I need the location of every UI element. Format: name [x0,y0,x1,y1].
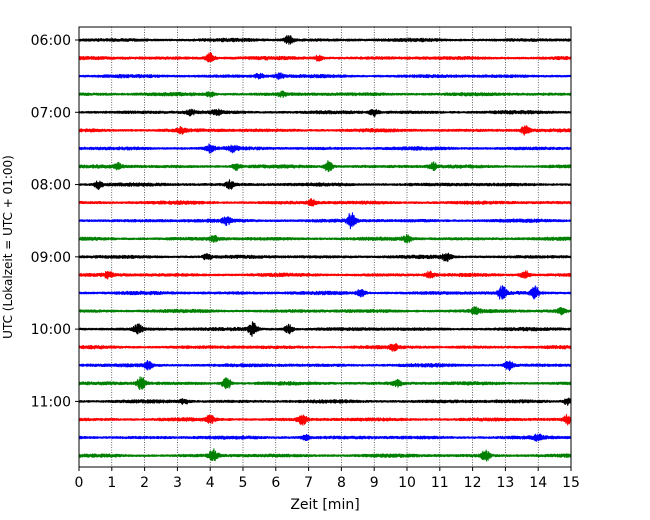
seismic-trace [78,198,572,207]
x-tick-label: 15 [562,475,580,491]
seismic-trace [78,90,572,99]
seismic-trace [78,72,572,81]
seismic-trace [78,397,572,406]
seismic-trace [78,433,572,442]
seismic-trace [78,108,572,117]
x-tick-label: 10 [398,475,416,491]
x-tick-label: 2 [140,475,149,491]
x-axis-label: Zeit [min] [290,497,359,513]
seismic-trace [78,125,572,136]
y-tick-label: 09:00 [31,250,71,266]
x-tick-label: 4 [206,475,215,491]
plot-frame [78,26,572,468]
seismic-trace [78,448,572,462]
y-axis-label: UTC (Lokalzeit = UTC + 01:00) [1,155,15,339]
trace-layer [78,35,572,462]
x-tick-label: 14 [529,475,547,491]
seismic-trace [78,143,572,154]
seismic-trace [78,306,572,316]
seismic-trace [78,413,572,426]
x-tick-label: 5 [239,475,248,491]
seismic-trace [78,35,572,45]
seismic-trace [78,342,572,352]
seismic-trace [78,270,572,280]
x-tick-label: 6 [271,475,280,491]
x-tick-label: 11 [431,475,449,491]
seismic-trace [78,252,572,262]
y-tick-label: 11:00 [31,394,71,410]
seismic-trace [78,233,572,244]
seismic-trace [78,321,572,337]
y-tick-label: 06:00 [31,33,71,49]
y-tick-label: 10:00 [31,322,71,338]
seismic-trace [78,376,572,390]
seismic-trace [78,179,572,191]
seismic-trace [78,160,572,173]
y-tick-label: 08:00 [31,178,71,194]
x-tick-label: 12 [464,475,482,491]
x-tick-label: 8 [337,475,346,491]
x-tick-label: 3 [173,475,182,491]
seismic-trace [78,52,572,63]
x-tick-label: 9 [370,475,379,491]
x-tick-label: 0 [75,475,84,491]
grid-lines [111,27,539,467]
y-tick-label: 07:00 [31,105,71,121]
x-tick-label: 7 [304,475,313,491]
seismic-trace [78,359,572,372]
x-tick-label: 13 [496,475,514,491]
x-tick-label: 1 [107,475,116,491]
tick-layer: 0 1 2 3 4 5 6 7 8 9 10 11 12 13 14 1506:0007:0008:0009:… [31,33,580,491]
seismic-trace [78,212,572,230]
seismic-trace [78,285,572,300]
